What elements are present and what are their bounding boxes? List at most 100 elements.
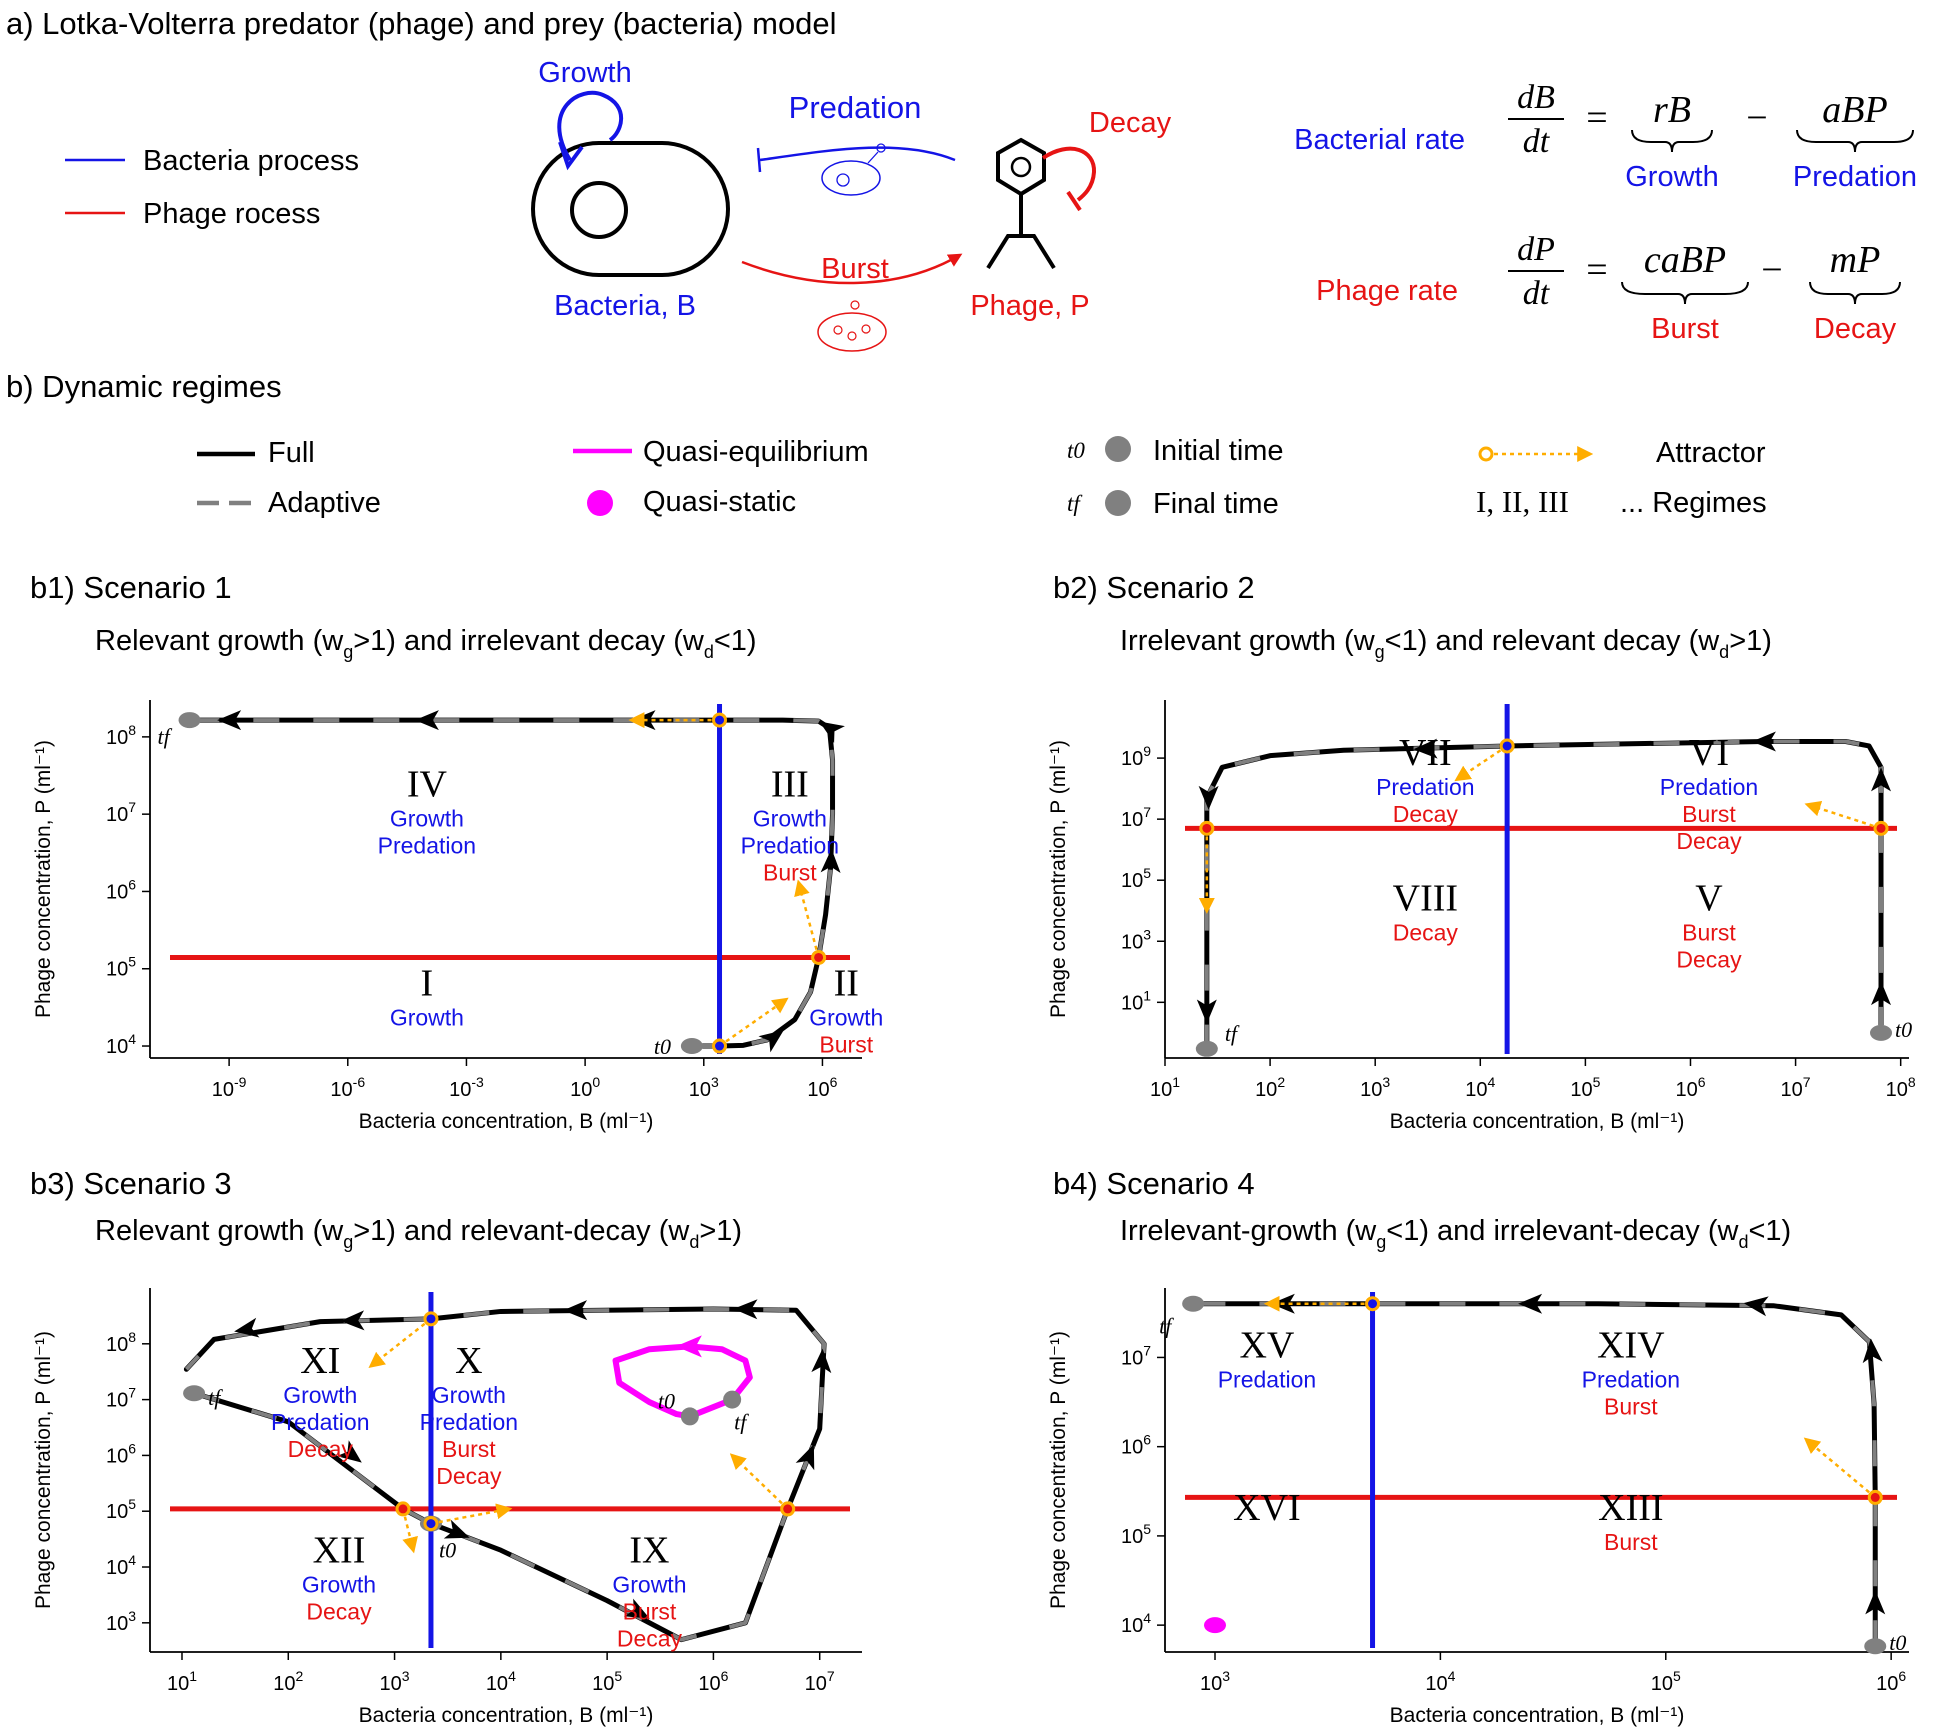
b2-regime-numeral: V (1695, 878, 1723, 920)
bacterial-growth-term: rB (1653, 89, 1691, 131)
bacterial-lhs-numerator: dB (1517, 79, 1555, 116)
chart-b2: 101 102 103 104 105 106 107 108101103105107109B… (1047, 700, 1916, 1133)
b1-y-tick-base: 10 (106, 727, 128, 749)
b3-regime-process-label: Decay (617, 1626, 683, 1652)
b3-regime-process-label: Growth (283, 1382, 357, 1408)
b2-adaptive-trajectory (1204, 739, 1884, 1049)
b4-y-tick-base: 10 (1121, 1615, 1143, 1637)
b2-y-tick-label: 101 (1121, 987, 1151, 1014)
b2-x-tick-exponent: 3 (1382, 1074, 1390, 1090)
b4-x-tick-exponent: 6 (1898, 1668, 1906, 1684)
decay-blunt-end-icon (1066, 190, 1082, 212)
legend-initial-time-label: Initial time (1153, 435, 1284, 467)
b4-adaptive-trajectory (1193, 1301, 1878, 1647)
b3-x-tick-exponent: 1 (189, 1668, 197, 1684)
b2-y-tick-label: 109 (1121, 743, 1151, 770)
legend-regimes-label: ... Regimes (1620, 487, 1767, 519)
b1-x-tick-exponent: -6 (353, 1074, 366, 1090)
b3-direction-arrow (811, 1348, 832, 1374)
b2-x-tick-label: 106 (1675, 1074, 1705, 1101)
b1-direction-arrow (819, 721, 845, 743)
b2-y-tick-exponent: 3 (1143, 926, 1151, 942)
legend-full-label: Full (268, 437, 315, 469)
b2-direction-arrow (1413, 738, 1438, 759)
phage-decay-term-label: Decay (1814, 313, 1897, 345)
b3-qe-tf-dot (723, 1390, 742, 1409)
b4-y-tick-label: 107 (1121, 1342, 1151, 1369)
b3-direction-arrow (340, 1310, 365, 1331)
b2-subtitle: Irrelevant growth (wg<1) and relevant de… (1120, 625, 1772, 662)
phage-equation: Phage rate dP dt = caBP Burst − mP Decay (1316, 231, 1901, 345)
b2-x-tick-exponent: 8 (1908, 1074, 1916, 1090)
b3-x-tick-exponent: 5 (614, 1668, 622, 1684)
growth-label: Growth (538, 57, 631, 89)
b1-y-tick-exponent: 7 (128, 799, 136, 815)
b2-attractor-arrow (1804, 800, 1882, 830)
phage-decay-brace (1809, 281, 1901, 305)
b3-direction-arrow (563, 1300, 588, 1321)
b2-x-tick-exponent: 2 (1277, 1074, 1285, 1090)
legend-quasi-static-dot (587, 490, 613, 516)
b3-quasi-equilibrium-loop (612, 1343, 753, 1420)
b3-regime-process-label: Decay (288, 1436, 354, 1462)
burst-arrow (741, 253, 963, 285)
b1-x-tick-label: 10-6 (330, 1074, 365, 1101)
b4-y-tick-base: 10 (1121, 1347, 1143, 1369)
b2-t0-label: t0 (1895, 1017, 1912, 1042)
lysing-cell-icon (817, 300, 887, 352)
b3-y-tick-base: 10 (106, 1390, 128, 1412)
phage-label: Phage, P (970, 290, 1089, 322)
b2-x-tick-exponent: 6 (1698, 1074, 1706, 1090)
b1-regime-process-label: Growth (753, 805, 827, 831)
b1-regime-process-label: Predation (741, 832, 839, 858)
b3-y-tick-label: 104 (106, 1552, 136, 1579)
b2-direction-arrow (1751, 731, 1776, 752)
b4-y-tick-base: 10 (1121, 1526, 1143, 1548)
chart-b3: 101 102 103 104 105 106 107103104105106107108B… (32, 1288, 862, 1727)
b1-x-tick-label: 10-9 (212, 1074, 247, 1101)
legend-t0-symbol: t0 (1067, 438, 1085, 463)
b3-attractor-arrow (430, 1503, 513, 1525)
b3-tf-label: tf (208, 1385, 223, 1410)
b3-attractor-arrow (401, 1508, 418, 1554)
b2-attractor-point (1199, 820, 1215, 836)
b4-x-tick-label: 104 (1425, 1668, 1455, 1695)
b1-y-tick-exponent: 5 (128, 954, 136, 970)
b3-x-tick-label: 107 (805, 1668, 835, 1695)
b4-subtitle: Irrelevant-growth (wg<1) and irrelevant-… (1120, 1215, 1791, 1252)
b1-x-tick-label: 103 (689, 1074, 719, 1101)
b3-qe-t0-dot (680, 1407, 699, 1426)
b3-y-tick-exponent: 5 (128, 1496, 136, 1512)
b1-regime-process-label: Burst (763, 859, 817, 885)
b1-attractor-arrow (794, 879, 820, 958)
b4-x-tick-label: 106 (1876, 1668, 1906, 1695)
b2-attractor-point (1499, 738, 1515, 754)
bacterial-predation-term: aBP (1822, 89, 1887, 131)
b3-direction-arrow (234, 1317, 260, 1338)
bacteria-cell-icon (531, 141, 730, 277)
b3-subtitle: Relevant growth (wg>1) and relevant-deca… (95, 1215, 742, 1252)
b1-y-tick-label: 106 (106, 876, 136, 903)
b3-attractor-point (423, 1311, 439, 1327)
b2-y-tick-base: 10 (1121, 931, 1143, 953)
b2-x-tick-exponent: 7 (1803, 1074, 1811, 1090)
phage-lhs-denominator: dt (1523, 275, 1551, 312)
b3-regime-process-label: Decay (436, 1463, 502, 1489)
b3-regime-numeral: XII (313, 1530, 366, 1572)
b4-y-tick-exponent: 7 (1143, 1342, 1151, 1358)
legend-phage-process-label: Phage rocess (143, 198, 320, 230)
b1-direction-arrow (217, 710, 242, 731)
b2-tf-label: tf (1225, 1021, 1240, 1046)
b3-x-tick-exponent: 3 (402, 1668, 410, 1684)
b2-full-trajectory (1204, 738, 1884, 1052)
b1-x-tick-label: 10-3 (449, 1074, 484, 1101)
b1-regime-process-label: Burst (819, 1032, 873, 1058)
b1-regime-numeral: IV (407, 763, 448, 805)
phage-lhs-numerator: dP (1517, 231, 1555, 268)
b1-attractor-point (712, 712, 728, 728)
b2-y-tick-exponent: 5 (1143, 865, 1151, 881)
b3-attractor-point (423, 1516, 439, 1532)
b2-x-tick-exponent: 1 (1172, 1074, 1180, 1090)
b4-attractor-point (1867, 1489, 1883, 1505)
b3-x-tick-exponent: 7 (827, 1668, 835, 1684)
